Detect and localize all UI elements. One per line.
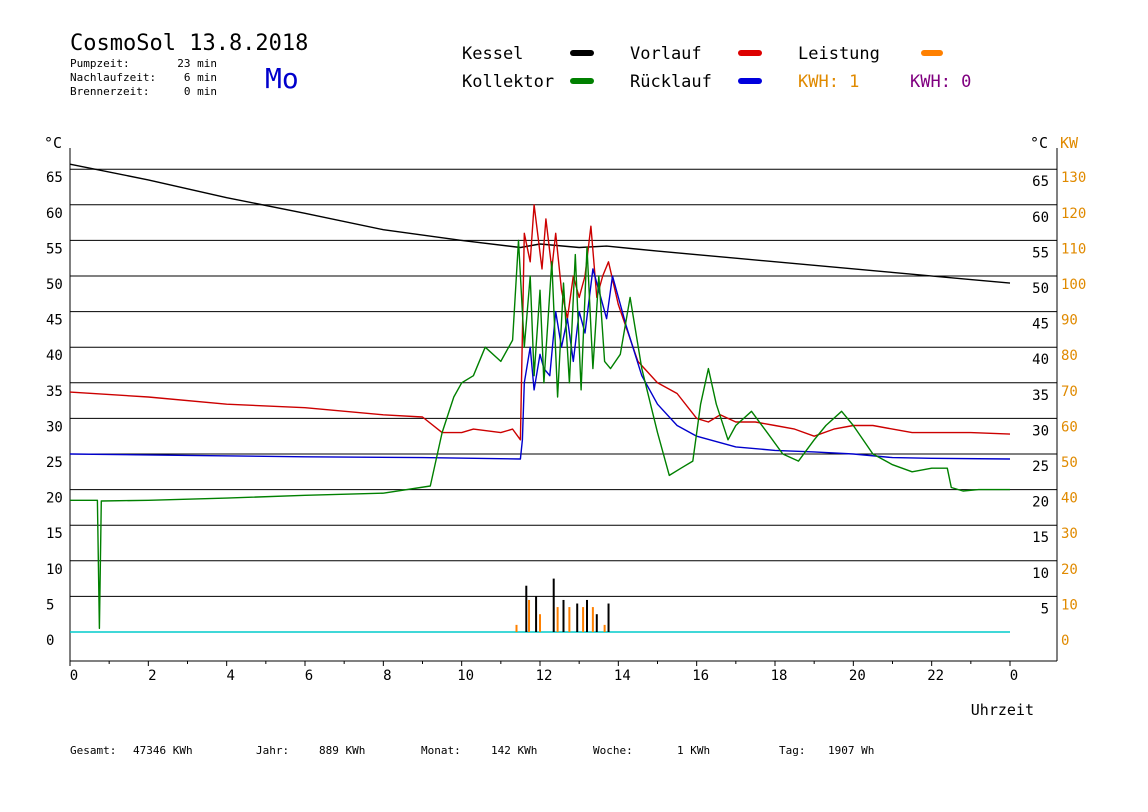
brennerzeit-value: 0 min: [184, 85, 217, 98]
legend-kessel: Kessel: [462, 44, 523, 64]
y-tick-label-left: 0: [46, 633, 54, 649]
woche-label: Woche:: [593, 744, 633, 757]
jahr-label: Jahr:: [256, 744, 289, 757]
axes: [69, 148, 1058, 666]
nachlaufzeit-value: 6 min: [184, 71, 217, 84]
y-tick-label-right: 45: [1032, 317, 1049, 333]
kw-axis-label: KW: [1060, 134, 1079, 152]
legend-kwh1: KWH: 1: [798, 72, 859, 92]
y-tick-label-left: 50: [46, 277, 63, 293]
x-tick-label: 6: [305, 668, 313, 684]
x-tick-label: 20: [849, 668, 866, 684]
legend-vorlauf: Vorlauf: [630, 44, 702, 64]
y-tick-label-right: 25: [1032, 459, 1049, 475]
gesamt-value: 47346 KWh: [133, 744, 193, 757]
y-tick-label-left: 60: [46, 206, 63, 222]
kw-tick-label: 60: [1061, 419, 1078, 435]
y-tick-label-right: 55: [1032, 245, 1049, 261]
x-axis-label: Uhrzeit: [971, 701, 1034, 719]
y-tick-label-right: 65: [1032, 174, 1049, 190]
pumpzeit-value: 23 min: [177, 57, 217, 70]
legend-kollektor: Kollektor: [462, 72, 554, 92]
kw-tick-label: 90: [1061, 313, 1078, 329]
legend: Kessel Kollektor Vorlauf Rücklauf Leistu…: [462, 44, 971, 92]
y-tick-label-right: 10: [1032, 566, 1049, 582]
series-lines: [69, 163, 1011, 633]
kw-tick-label: 0: [1061, 633, 1069, 649]
kw-tick-label: 110: [1061, 241, 1086, 257]
y-tick-label-right: 60: [1032, 210, 1049, 226]
y-tick-label-left: 45: [46, 313, 63, 329]
y-tick-label-right: 20: [1032, 495, 1049, 511]
x-tick-label: 2: [148, 668, 156, 684]
x-tick-label: 4: [226, 668, 234, 684]
kw-tick-label: 120: [1061, 206, 1086, 222]
x-tick-label: 12: [536, 668, 553, 684]
x-tick-label: 0: [70, 668, 78, 684]
x-tick-label: 22: [927, 668, 944, 684]
series-line-kollektor: [70, 239, 1010, 630]
y-tick-label-left: 35: [46, 384, 63, 400]
y-tick-label-right: 30: [1032, 423, 1049, 439]
y-tick-label-left: 55: [46, 241, 63, 257]
nachlaufzeit-label: Nachlaufzeit:: [70, 71, 156, 84]
woche-value: 1 KWh: [677, 744, 710, 757]
pumpzeit-label: Pumpzeit:: [70, 57, 130, 70]
footer-totals: Gesamt: 47346 KWh Jahr: 889 KWh Monat: 1…: [70, 744, 874, 757]
x-tick-label: 16: [692, 668, 709, 684]
kw-tick-label: 20: [1061, 562, 1078, 578]
header-info: Pumpzeit: 23 min Nachlaufzeit: 6 min Bre…: [70, 57, 217, 98]
kw-tick-label: 40: [1061, 491, 1078, 507]
y-tick-label-left: 30: [46, 419, 63, 435]
kw-tick-label: 100: [1061, 277, 1086, 293]
y-tick-label-right: 15: [1032, 530, 1049, 546]
day-label: Mo: [265, 62, 299, 95]
series-line-ruecklauf: [69, 268, 1011, 460]
y-tick-label-right: 50: [1032, 281, 1049, 297]
jahr-value: 889 KWh: [319, 744, 365, 757]
chart-title: CosmoSol 13.8.2018: [70, 31, 308, 56]
x-tick-label: 10: [457, 668, 474, 684]
y-tick-label-right: 40: [1032, 352, 1049, 368]
x-tick-label: 14: [614, 668, 631, 684]
y-tick-label-left: 15: [46, 526, 63, 542]
y-tick-label-left: 20: [46, 491, 63, 507]
y-tick-label-left: 65: [46, 170, 63, 186]
kw-tick-label: 50: [1061, 455, 1078, 471]
monat-value: 142 KWh: [491, 744, 537, 757]
power-bars: [515, 578, 610, 632]
y-tick-label-right: 35: [1032, 388, 1049, 404]
y-tick-label-left: 5: [46, 597, 54, 613]
x-tick-label: 8: [383, 668, 391, 684]
tag-value: 1907 Wh: [828, 744, 874, 757]
y-tick-label-left: 25: [46, 455, 63, 471]
tick-labels: 0 2 4 6 8 10 12 14 16 18 20 22 005101520253035404550…: [46, 170, 1086, 684]
legend-leistung: Leistung: [798, 44, 880, 64]
y-axis-label-right: °C: [1030, 134, 1048, 152]
kw-tick-label: 30: [1061, 526, 1078, 542]
brennerzeit-label: Brennerzeit:: [70, 85, 149, 98]
kw-tick-label: 80: [1061, 348, 1078, 364]
y-tick-label-left: 40: [46, 348, 63, 364]
grid-lines: [70, 168, 1057, 597]
x-tick-label: 0: [1010, 668, 1018, 684]
kw-tick-label: 70: [1061, 384, 1078, 400]
y-axis-label-left: °C: [44, 134, 62, 152]
x-tick-label: 18: [771, 668, 788, 684]
kw-tick-label: 10: [1061, 597, 1078, 613]
series-line-kessel: [69, 163, 1011, 284]
y-tick-label-right: 5: [1041, 601, 1049, 617]
legend-kwh2: KWH: 0: [910, 72, 971, 92]
legend-ruecklauf: Rücklauf: [630, 72, 712, 92]
kw-tick-label: 130: [1061, 170, 1086, 186]
tag-label: Tag:: [779, 744, 806, 757]
gesamt-label: Gesamt:: [70, 744, 116, 757]
y-tick-label-left: 10: [46, 562, 63, 578]
monat-label: Monat:: [421, 744, 461, 757]
